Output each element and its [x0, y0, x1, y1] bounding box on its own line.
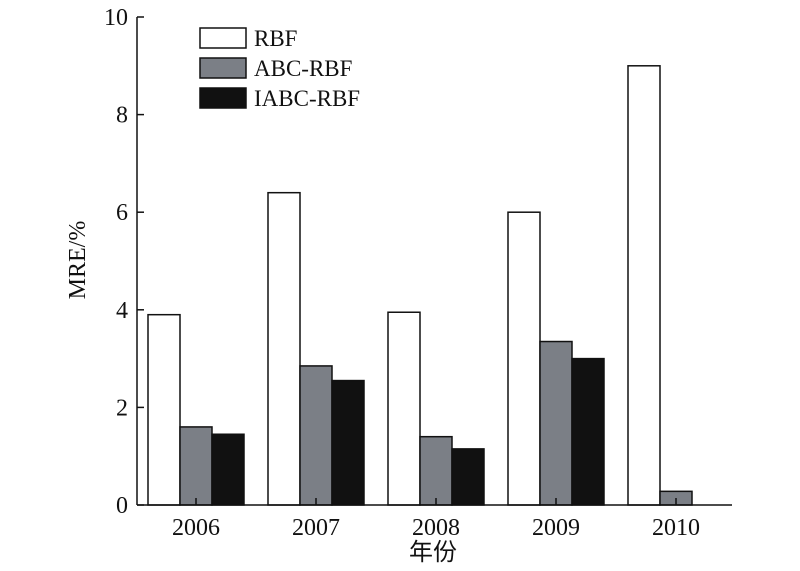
bar-rbf-2009 [507, 211, 541, 506]
bar-iabc-rbf-2009 [571, 357, 605, 506]
y-tick-label-2: 2 [116, 395, 128, 421]
y-tick-label-4: 4 [116, 298, 128, 324]
y-tick-label-6: 6 [116, 200, 128, 226]
bar-abc-rbf-2007 [299, 365, 333, 506]
x-tick-label-2009: 2009 [532, 515, 580, 541]
bar-rbf-2010 [627, 65, 661, 506]
legend-swatch-iabc-rbf [199, 87, 247, 109]
bar-iabc-rbf-2007 [331, 379, 365, 506]
legend: RBF ABC-RBF IABC-RBF [199, 26, 360, 111]
legend-label-abc-rbf: ABC-RBF [254, 56, 352, 81]
legend-swatch-abc-rbf [199, 57, 247, 79]
bar-iabc-rbf-2008 [451, 448, 485, 506]
y-tick-label-10: 10 [104, 5, 128, 31]
bar-abc-rbf-2006 [179, 426, 213, 506]
x-tick-label-2010: 2010 [652, 515, 700, 541]
legend-label-iabc-rbf: IABC-RBF [254, 86, 360, 111]
bar-abc-rbf-2009 [539, 340, 573, 506]
bars [147, 65, 693, 506]
bar-rbf-2006 [147, 313, 181, 506]
legend-label-rbf: RBF [254, 26, 297, 51]
x-tick-label-2007: 2007 [292, 515, 340, 541]
bar-rbf-2008 [387, 311, 421, 506]
y-axis-label: MRE/% [65, 221, 91, 300]
bar-iabc-rbf-2006 [211, 433, 245, 506]
bar-rbf-2007 [267, 191, 301, 506]
x-tick-label-2008: 2008 [412, 515, 460, 541]
bar-abc-rbf-2008 [419, 435, 453, 506]
x-tick-label-2006: 2006 [172, 515, 220, 541]
x-axis-label: 年份 [409, 539, 457, 566]
y-tick-label-8: 8 [116, 103, 128, 129]
legend-swatch-rbf [199, 27, 247, 49]
y-tick-label-0: 0 [116, 493, 128, 519]
axes: 2006 2007 2008 2009 2010 0 2 4 6 8 10 [104, 5, 732, 541]
